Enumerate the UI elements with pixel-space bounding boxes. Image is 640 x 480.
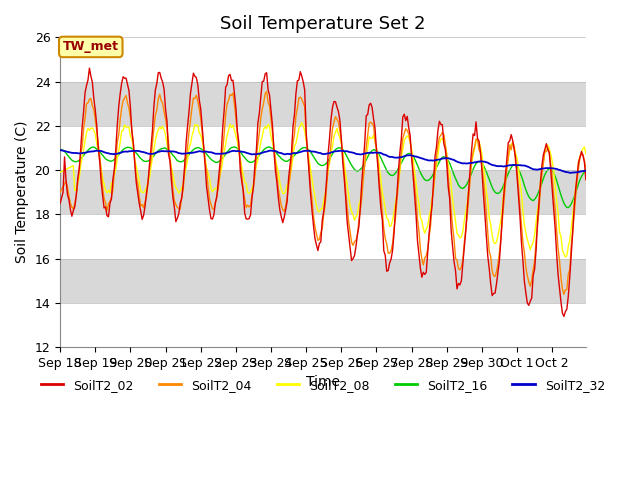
Bar: [60, 126, 586, 170]
Bar: [60, 170, 586, 215]
Bar: [60, 303, 586, 347]
Y-axis label: Soil Temperature (C): Soil Temperature (C): [15, 121, 29, 264]
Bar: [60, 82, 586, 126]
Text: TW_met: TW_met: [63, 40, 119, 53]
Bar: [60, 259, 586, 303]
X-axis label: Time: Time: [306, 375, 340, 389]
Legend: SoilT2_02, SoilT2_04, SoilT2_08, SoilT2_16, SoilT2_32: SoilT2_02, SoilT2_04, SoilT2_08, SoilT2_…: [36, 373, 610, 396]
Title: Soil Temperature Set 2: Soil Temperature Set 2: [220, 15, 426, 33]
Bar: [60, 215, 586, 259]
Bar: [60, 37, 586, 82]
